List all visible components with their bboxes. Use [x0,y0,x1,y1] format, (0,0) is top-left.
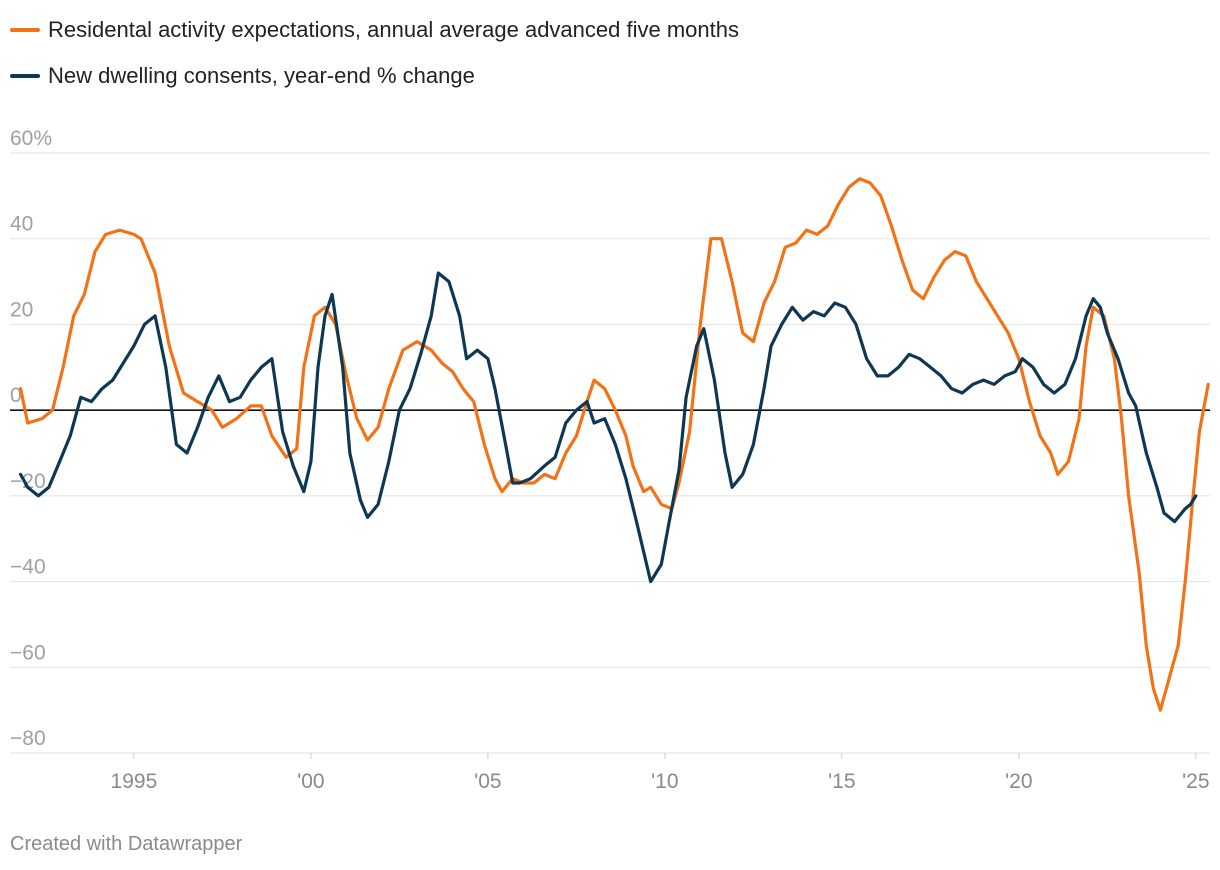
y-tick-label: 40 [10,213,33,236]
x-tick-label: 1995 [111,770,158,793]
y-tick-label: 0 [10,384,22,407]
y-tick-label: −60 [10,641,46,664]
y-tick-label: 60% [10,127,52,150]
legend-label-dwelling-consents: New dwelling consents, year-end % change [48,63,475,88]
y-tick-label: −20 [10,470,46,493]
grid-layer [10,152,1210,754]
legend-swatch-orange [10,28,40,32]
legend-swatch-navy [10,74,40,78]
x-tick-label: '20 [1005,770,1032,793]
series-layer [19,177,1210,712]
y-tick-label: −80 [10,727,46,750]
datawrapper-credit: Created with Datawrapper [10,833,243,855]
legend-label-residential-expectations: Residental activity expectations, annual… [48,17,739,42]
y-tick-label: 20 [10,298,33,321]
series-line-residential-expectations [19,177,1210,712]
y-tick-label: −40 [10,556,46,579]
legend-item-residential-expectations: Residental activity expectations, annual… [10,14,739,46]
x-tick-label: '15 [828,770,855,793]
axis-layer: 60% 40 20 0 −20 −40 −60 −80 1995 '00 '05 '10 '15 '20 '… [10,127,1210,793]
x-tick-label: '00 [297,770,324,793]
legend-item-dwelling-consents: New dwelling consents, year-end % change [10,60,739,92]
x-tick-label: '05 [474,770,501,793]
x-tick-label: '25 [1182,770,1209,793]
chart-legend: Residental activity expectations, annual… [10,14,739,106]
x-tick-label: '10 [651,770,678,793]
series-line-dwelling-consents [19,271,1198,584]
